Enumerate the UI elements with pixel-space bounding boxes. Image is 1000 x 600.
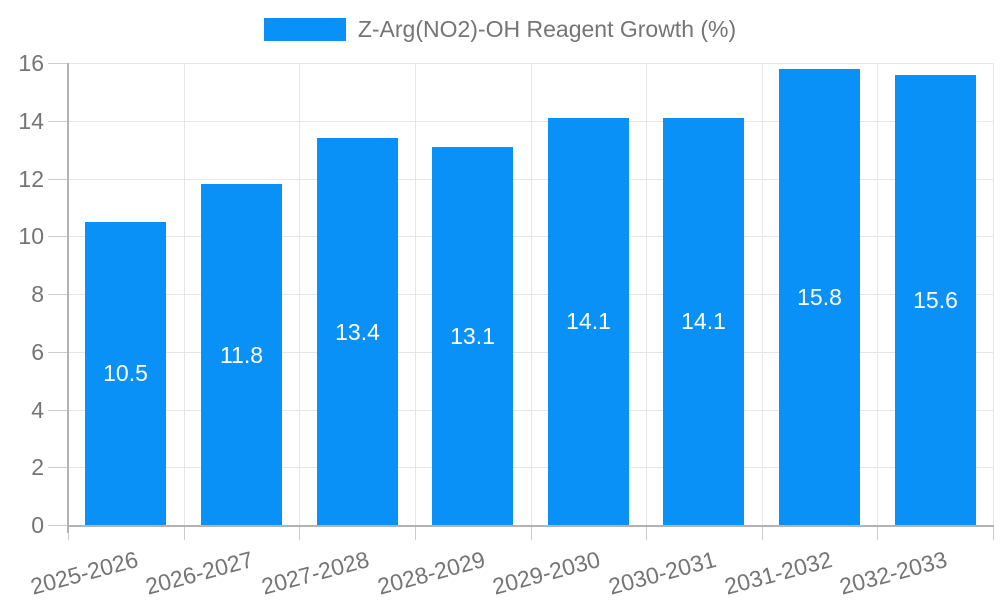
bar-value-label: 13.4 (335, 319, 380, 345)
x-axis-tick (531, 527, 532, 540)
horizontal-gridline (68, 352, 993, 353)
vertical-gridline (184, 63, 185, 525)
y-axis-tick (48, 179, 68, 180)
bar[interactable] (663, 118, 744, 525)
horizontal-gridline (68, 467, 993, 468)
y-axis-tick-label: 0 (31, 512, 44, 538)
horizontal-gridline (68, 294, 993, 295)
horizontal-gridline (68, 179, 993, 180)
legend-label: Z-Arg(NO2)-OH Reagent Growth (%) (357, 16, 737, 42)
bar-value-label: 14.1 (566, 308, 611, 334)
y-axis-tick-label: 4 (31, 397, 44, 423)
bar[interactable] (779, 69, 860, 525)
bar[interactable] (317, 138, 398, 525)
x-axis-tick (993, 527, 994, 540)
bar-value-label: 14.1 (681, 308, 726, 334)
y-axis-tick (48, 467, 68, 468)
legend: Z-Arg(NO2)-OH Reagent Growth (%) (0, 16, 1000, 42)
y-axis-tick (48, 352, 68, 353)
bar[interactable] (432, 147, 513, 525)
vertical-gridline (993, 63, 994, 525)
y-axis-tick (48, 121, 68, 122)
x-axis-tick (299, 527, 300, 540)
vertical-gridline (877, 63, 878, 525)
y-axis-tick (48, 294, 68, 295)
bar-value-label: 15.8 (797, 284, 842, 310)
x-axis-tick (762, 527, 763, 540)
x-axis-tick (646, 527, 647, 540)
bar[interactable] (85, 222, 166, 525)
x-axis-tick (415, 527, 416, 540)
vertical-gridline (531, 63, 532, 525)
horizontal-gridline (68, 121, 993, 122)
x-axis-line (67, 525, 994, 527)
bar-value-label: 11.8 (219, 342, 264, 368)
horizontal-gridline (68, 410, 993, 411)
bar[interactable] (895, 75, 976, 525)
vertical-gridline (415, 63, 416, 525)
y-axis-line (67, 63, 69, 533)
y-axis-tick (48, 410, 68, 411)
horizontal-gridline (68, 63, 993, 64)
legend-color-swatch (263, 17, 346, 41)
y-axis-tick-label: 8 (31, 281, 44, 307)
y-axis-tick-label: 14 (18, 108, 44, 134)
bar-value-label: 15.6 (913, 287, 958, 313)
bar[interactable] (201, 184, 282, 525)
vertical-gridline (646, 63, 647, 525)
horizontal-gridline (68, 236, 993, 237)
y-axis-tick-label: 2 (31, 454, 44, 480)
bar-value-label: 10.5 (103, 360, 148, 386)
bar-value-label: 13.1 (450, 323, 495, 349)
y-axis-tick-label: 16 (18, 50, 44, 76)
vertical-gridline (299, 63, 300, 525)
vertical-gridline (762, 63, 763, 525)
y-axis-tick (48, 63, 68, 64)
y-axis-tick-label: 12 (18, 166, 44, 192)
bar[interactable] (548, 118, 629, 525)
x-axis-tick (877, 527, 878, 540)
y-axis-tick-label: 10 (18, 223, 44, 249)
y-axis-tick-label: 6 (31, 339, 44, 365)
y-axis-tick (48, 525, 68, 526)
x-axis-tick (68, 527, 69, 540)
x-axis-tick (184, 527, 185, 540)
y-axis-tick (48, 236, 68, 237)
